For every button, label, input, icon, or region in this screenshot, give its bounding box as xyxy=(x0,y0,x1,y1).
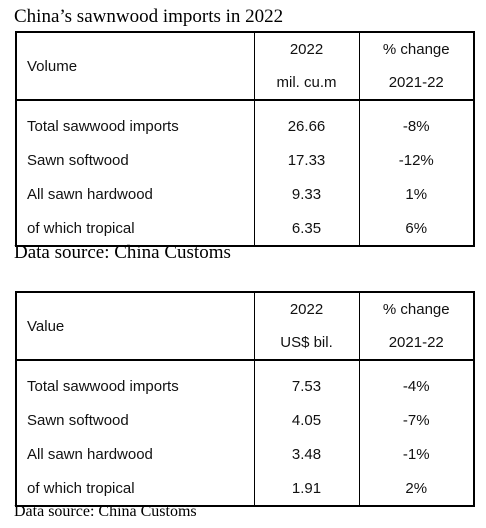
cell: 4.05 xyxy=(253,403,360,437)
cell: 1.91 xyxy=(253,471,360,506)
data-table: Value 2022 US$ bil. % change 2021-22 Total sa… xyxy=(15,291,475,507)
header-row: Volume 2022 mil. cu.m % change 2021-22 xyxy=(15,32,475,101)
row-label: of which tropical xyxy=(15,471,255,506)
cell: -8% xyxy=(358,100,475,143)
table-row: Sawn softwood 17.33 -12% xyxy=(15,143,475,177)
header-line: % change xyxy=(382,41,450,58)
header-line: 2022 xyxy=(289,41,324,58)
header-cell: 2022 US$ bil. xyxy=(253,292,360,361)
header-label: Volume xyxy=(15,32,255,101)
cell: 3.48 xyxy=(253,437,360,471)
cell: 26.66 xyxy=(253,100,360,143)
header-line: 2022 xyxy=(289,301,324,318)
header-line: % change xyxy=(382,301,450,318)
table-row: of which tropical 6.35 6% xyxy=(15,211,475,246)
table-row: Total sawwood imports 7.53 -4% xyxy=(15,360,475,403)
data-source: Data source: China Customs xyxy=(14,242,231,263)
row-label: Sawn softwood xyxy=(15,403,255,437)
cell: -7% xyxy=(358,403,475,437)
title: China’s sawnwood imports in 2022 xyxy=(14,6,284,27)
header-line: US$ bil. xyxy=(280,334,333,351)
row-label: of which tropical xyxy=(15,211,255,246)
header-line: mil. cu.m xyxy=(276,74,337,91)
cell: 6.35 xyxy=(253,211,360,246)
row-label: Sawn softwood xyxy=(15,143,255,177)
table-header: Value 2022 US$ bil. % change 2021-22 xyxy=(15,292,475,361)
table-row: All sawn hardwood 3.48 -1% xyxy=(15,437,475,471)
cell: 9.33 xyxy=(253,177,360,211)
header-row: Value 2022 US$ bil. % change 2021-22 xyxy=(15,292,475,361)
table-header: Volume 2022 mil. cu.m % change 2021-22 xyxy=(15,32,475,101)
data-source: Data source: China Customs xyxy=(14,503,197,520)
table-body: Total sawwood imports 7.53 -4% Sawn softwoo… xyxy=(15,360,475,506)
table-body: Total sawwood imports 26.66 -8% Sawn softwo… xyxy=(15,100,475,246)
data-table: Volume 2022 mil. cu.m % change 2021-22 Total … xyxy=(15,31,475,247)
header-cell: % change 2021-22 xyxy=(358,292,475,361)
cell: -12% xyxy=(358,143,475,177)
table-row: Sawn softwood 4.05 -7% xyxy=(15,403,475,437)
header-label: Value xyxy=(15,292,255,361)
table-row: of which tropical 1.91 2% xyxy=(15,471,475,506)
cell: 1% xyxy=(358,177,475,211)
cell: -4% xyxy=(358,360,475,403)
cell: 2% xyxy=(358,471,475,506)
header-line: 2021-22 xyxy=(388,74,444,91)
row-label: Total sawwood imports xyxy=(15,100,255,143)
cell: 7.53 xyxy=(253,360,360,403)
row-label: Total sawwood imports xyxy=(15,360,255,403)
table-row: Total sawwood imports 26.66 -8% xyxy=(15,100,475,143)
header-cell: 2022 mil. cu.m xyxy=(253,32,360,101)
header-line: 2021-22 xyxy=(388,334,444,351)
cell: 17.33 xyxy=(253,143,360,177)
cell: 6% xyxy=(358,211,475,246)
header-cell: % change 2021-22 xyxy=(358,32,475,101)
table-row: All sawn hardwood 9.33 1% xyxy=(15,177,475,211)
row-label: All sawn hardwood xyxy=(15,177,255,211)
row-label: All sawn hardwood xyxy=(15,437,255,471)
cell: -1% xyxy=(358,437,475,471)
